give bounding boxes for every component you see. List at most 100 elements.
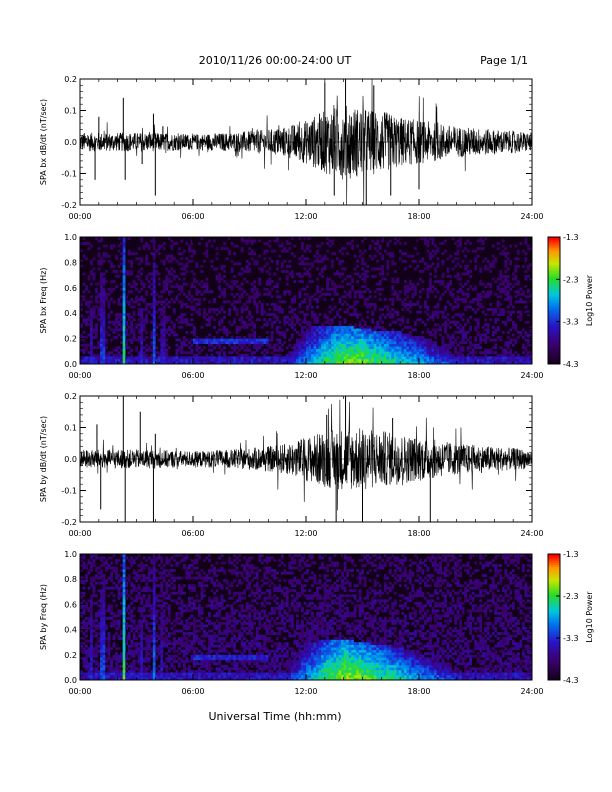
spectrogram-cell: [190, 361, 194, 365]
spectrogram-cell: [494, 343, 498, 347]
spectrogram-cell: [85, 657, 88, 661]
spectrogram-cell: [484, 285, 488, 289]
spectrogram-cell: [130, 624, 134, 628]
spectrogram-cell: [316, 325, 319, 329]
spectrogram-cell: [283, 323, 287, 327]
spectrogram-cell: [316, 297, 319, 301]
spectrogram-cell: [255, 358, 259, 362]
spectrogram-cell: [157, 272, 161, 276]
spectrogram-cell: [411, 336, 415, 339]
spectrogram-cell: [97, 239, 101, 243]
spectrogram-cell: [466, 280, 470, 284]
spectrogram-cell: [208, 343, 211, 347]
spectrogram-cell: [92, 649, 96, 653]
spectrogram-cell: [117, 619, 121, 623]
spectrogram-cell: [85, 652, 88, 656]
spectrogram-cell: [506, 280, 510, 284]
spectrogram-cell: [240, 305, 244, 309]
spectrogram-cell: [85, 667, 88, 671]
spectrogram-cell: [353, 353, 357, 357]
spectrogram-cell: [132, 313, 136, 317]
spectrogram-cell: [368, 328, 372, 332]
spectrogram-cell: [102, 606, 106, 610]
spectrogram-cell: [97, 318, 101, 322]
spectrogram-cell: [82, 348, 86, 352]
spectrogram-cell: [253, 287, 257, 291]
spectrogram-cell: [112, 270, 116, 273]
spectrogram-cell: [441, 275, 445, 278]
spectrogram-cell: [240, 239, 244, 243]
spectrogram-cell: [353, 351, 357, 355]
spectrogram-cell: [396, 310, 400, 314]
spectrogram-cell: [388, 313, 392, 317]
spectrogram-cell: [122, 290, 126, 294]
spectrogram-cell: [122, 295, 126, 299]
spectrogram-cell: [172, 310, 176, 314]
spectrogram-cell: [130, 285, 134, 289]
spectrogram-cell: [303, 313, 307, 317]
spectrogram-cell: [125, 320, 129, 324]
spectrogram-cell: [230, 303, 234, 306]
spectrogram-cell: [278, 244, 282, 248]
spectrogram-cell: [95, 669, 98, 673]
spectrogram-cell: [426, 343, 430, 347]
spectrogram-cell: [95, 601, 98, 605]
spectrogram-cell: [333, 330, 337, 334]
spectrogram-cell: [210, 308, 214, 311]
spectrogram-cell: [265, 292, 269, 296]
spectrogram-cell: [338, 343, 342, 347]
spectrogram-cell: [313, 338, 317, 342]
spectrogram-cell: [102, 313, 106, 317]
spectrogram-cell: [446, 267, 450, 271]
spectrogram-cell: [92, 589, 96, 593]
spectrogram-cell: [444, 358, 447, 362]
spectrogram-cell: [318, 259, 322, 263]
spectrogram-cell: [107, 292, 111, 296]
spectrogram-cell: [308, 300, 312, 304]
spectrogram-cell: [434, 330, 437, 334]
spectrogram-cell: [100, 351, 103, 355]
spectrogram-cell: [162, 333, 166, 337]
spectrogram-cell: [102, 677, 106, 681]
spectrogram-cell: [175, 242, 179, 245]
spectrogram-cell: [100, 601, 103, 605]
spectrogram-cell: [102, 280, 106, 284]
spectrogram-cell: [416, 282, 420, 286]
spectrogram-cell: [451, 343, 455, 347]
spectrogram-cell: [280, 262, 284, 266]
spectrogram-cell: [311, 343, 314, 347]
colorbar-swatch: [548, 268, 560, 272]
spectrogram-cell: [152, 308, 156, 311]
spectrogram-cell: [218, 285, 221, 289]
spectrogram-cell: [195, 297, 199, 301]
spectrogram-cell: [311, 264, 314, 268]
spectrogram-cell: [288, 264, 292, 268]
spectrogram-cell: [441, 353, 445, 357]
spectrogram-cell: [381, 267, 385, 271]
spectrogram-cell: [464, 300, 468, 304]
spectrogram-cell: [361, 328, 365, 332]
spectrogram-cell: [87, 606, 91, 610]
spectrogram-cell: [225, 300, 229, 304]
spectrogram-cell: [316, 330, 319, 334]
spectrogram-cell: [97, 343, 101, 347]
spectrogram-cell: [225, 247, 229, 250]
spectrogram-cell: [102, 303, 106, 306]
spectrogram-cell: [117, 297, 121, 301]
spectrogram-cell: [85, 566, 88, 570]
spectrogram-cell: [125, 295, 129, 299]
spectrogram-cell: [107, 358, 111, 362]
spectrogram-cell: [484, 328, 488, 332]
spectrogram-cell: [341, 346, 344, 350]
spectrogram-cell: [406, 308, 410, 311]
spectrogram-cell: [253, 285, 257, 289]
spectrogram-cell: [351, 361, 355, 365]
spectrogram-cell: [117, 677, 121, 681]
spectrogram-cell: [122, 627, 126, 630]
spectrogram-cell: [80, 657, 83, 661]
spectrogram-cell: [135, 325, 139, 329]
spectrogram-cell: [157, 308, 161, 311]
spectrogram-cell: [270, 313, 274, 317]
spectrogram-cell: [235, 262, 239, 266]
spectrogram-cell: [92, 308, 96, 311]
